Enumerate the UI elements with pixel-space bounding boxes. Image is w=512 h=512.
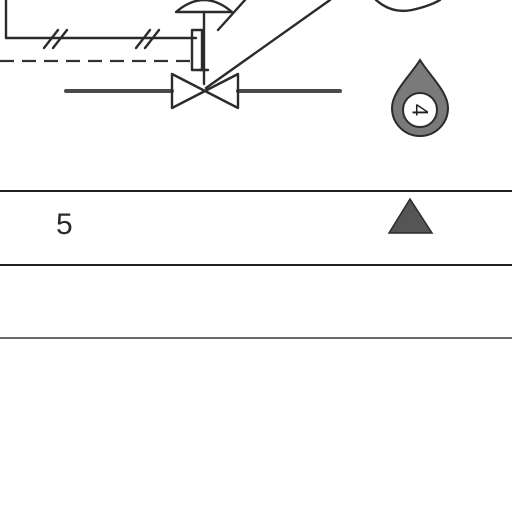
actuator-dome <box>174 0 234 14</box>
row-number: 5 <box>56 208 73 241</box>
frame-line <box>4 0 198 40</box>
symbol-table: 5 <box>0 190 512 339</box>
table-row: 5 <box>56 197 434 241</box>
diagonal-signal-line-2 <box>216 0 247 32</box>
actuator-stem-box <box>190 28 204 72</box>
flow-tag: 4 <box>390 58 450 137</box>
signal-tick-marks-left <box>42 28 69 50</box>
signal-tick-marks-right <box>134 28 161 50</box>
flow-tag-number: 4 <box>408 104 433 116</box>
cloud-outline <box>374 0 442 13</box>
valve-assembly <box>0 0 442 110</box>
valve-body <box>170 72 240 110</box>
diagonal-signal-line <box>204 0 332 90</box>
teardrop-inner-circle <box>402 92 438 128</box>
filled-triangle-icon <box>387 197 434 234</box>
